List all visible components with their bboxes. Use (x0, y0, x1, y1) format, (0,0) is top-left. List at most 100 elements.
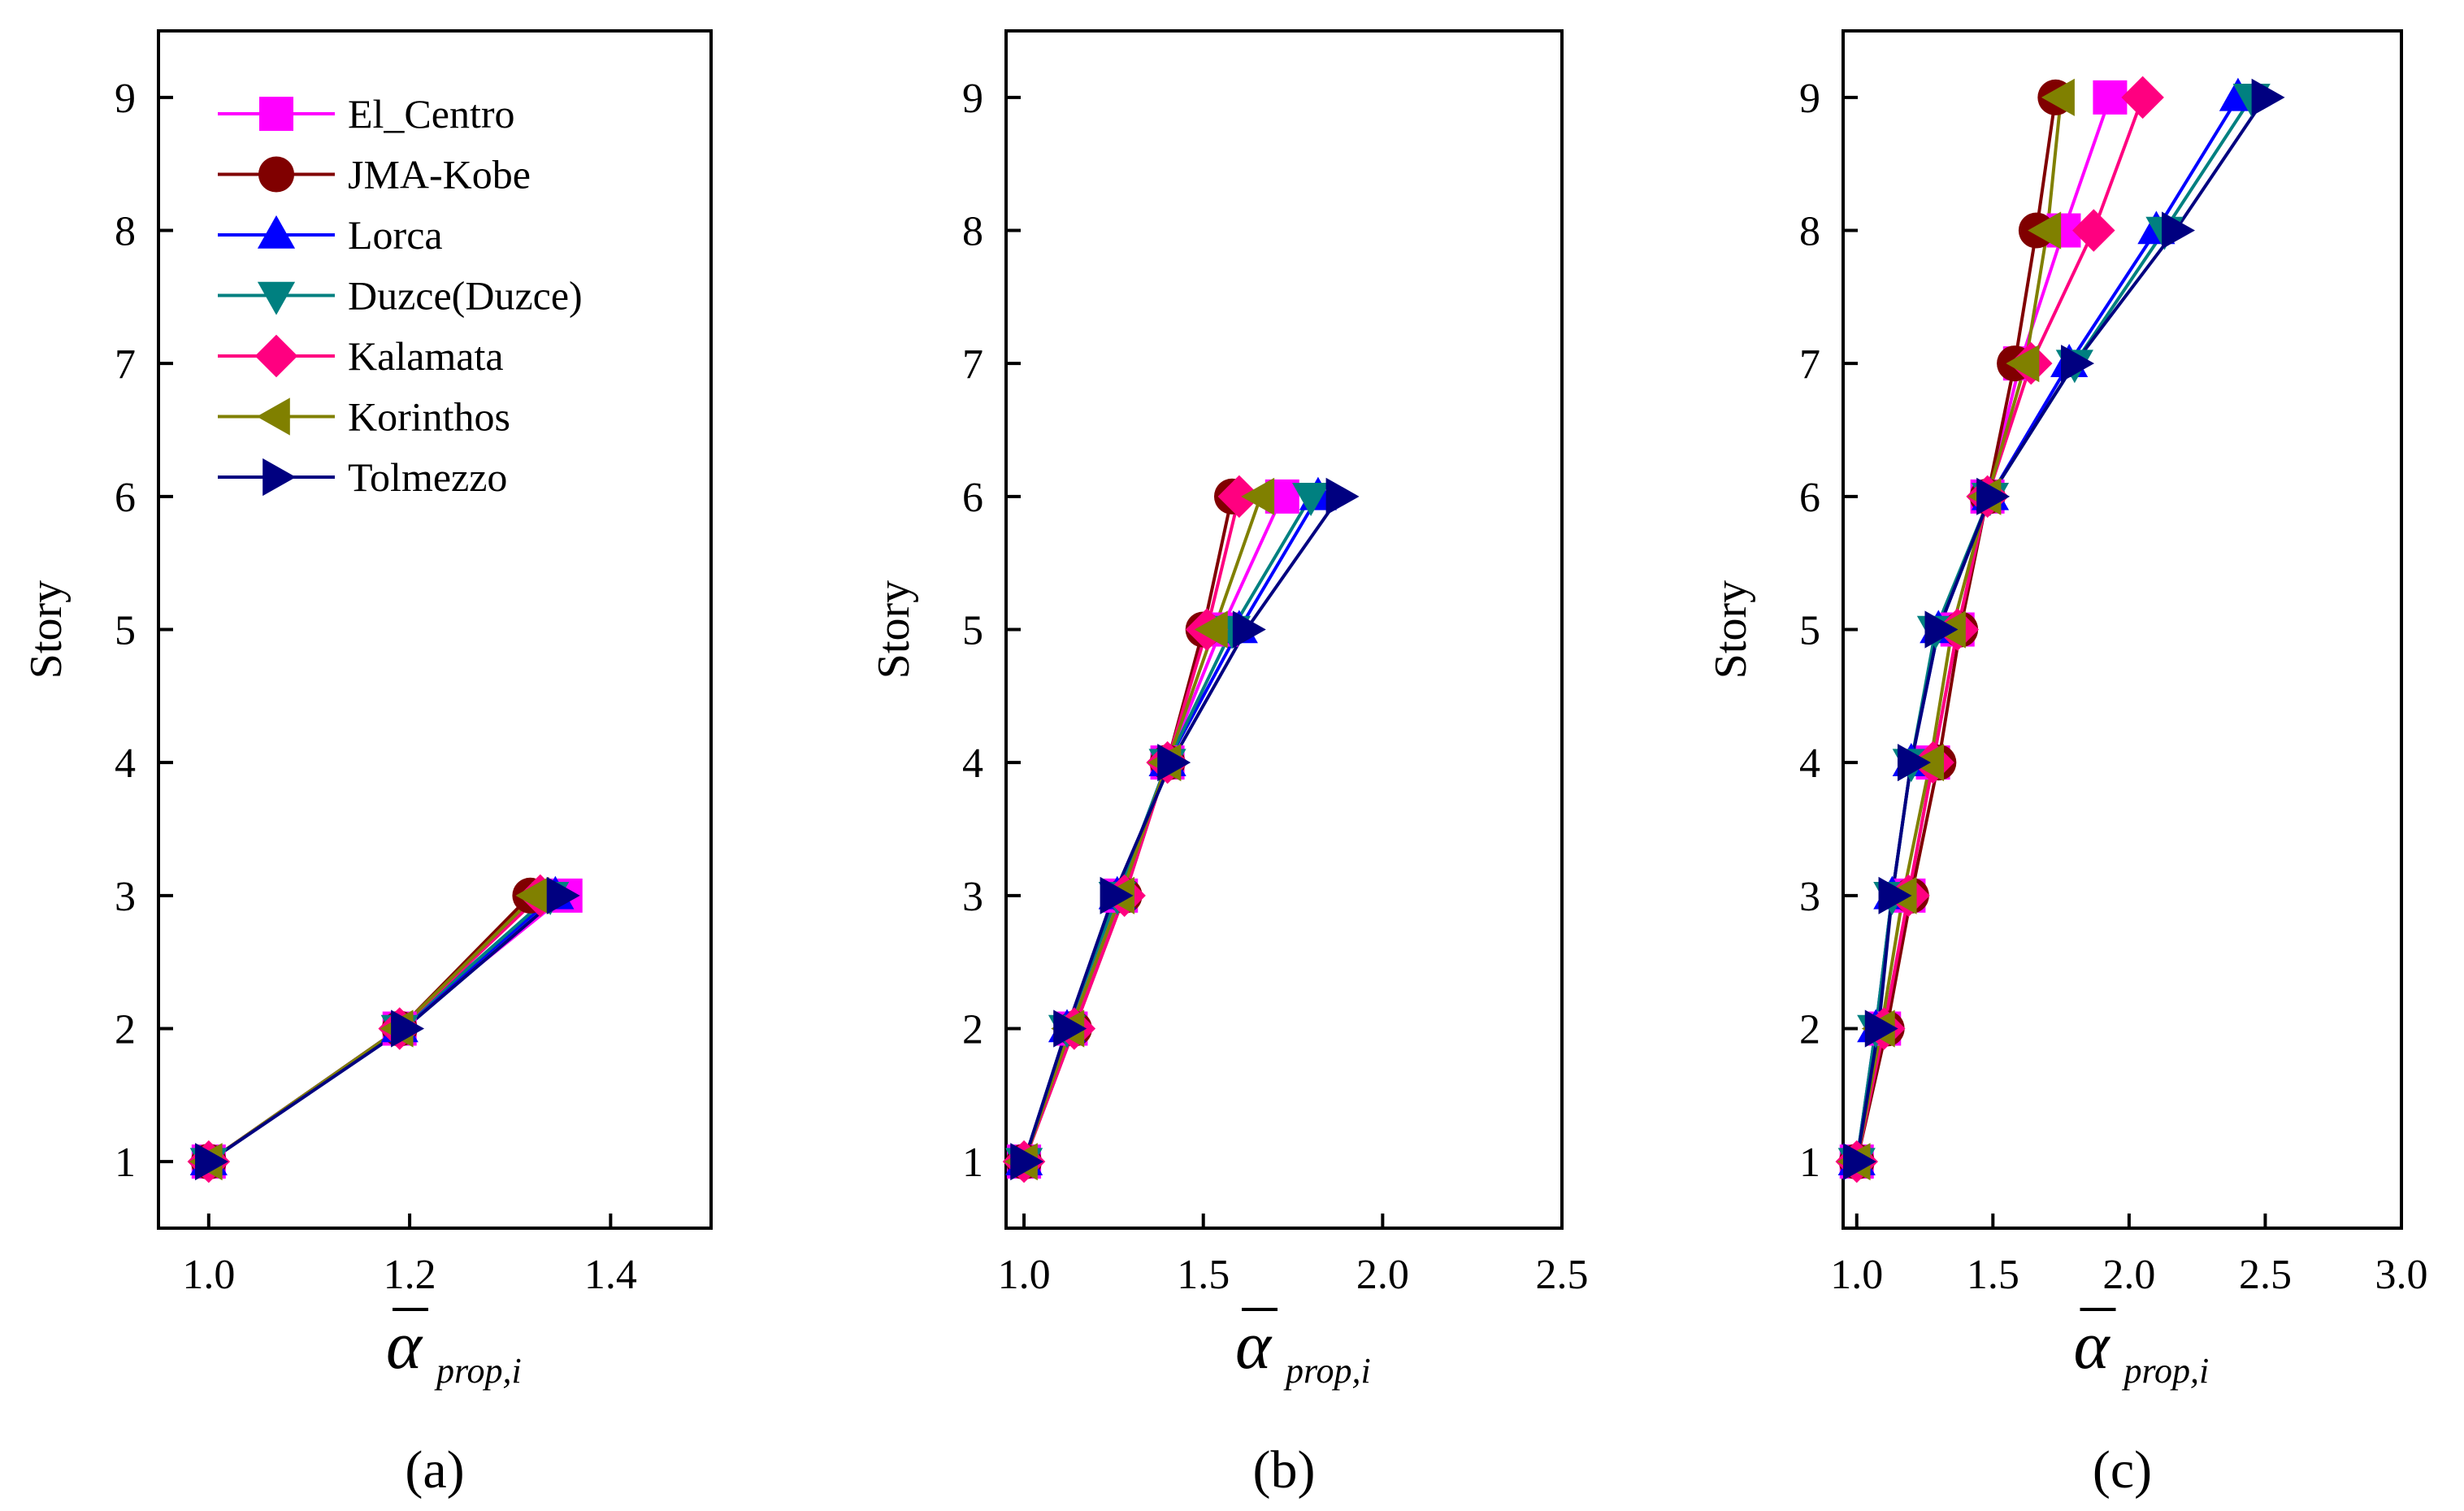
x-tick-label: 1.0 (182, 1252, 235, 1298)
series-line-kalamata (1855, 97, 2145, 1162)
y-tick-label: 4 (962, 740, 983, 787)
data-point (1241, 477, 1275, 515)
y-tick-label: 3 (115, 874, 136, 920)
legend-item: Duzce(Duzce) (218, 273, 583, 319)
data-point (1924, 610, 1959, 649)
legend-label: El_Centro (348, 91, 515, 137)
y-tick-label: 7 (1799, 341, 1820, 388)
y-tick-label: 9 (962, 76, 983, 122)
y-tick-label: 4 (1799, 740, 1820, 787)
legend-label: Tolmezzo (348, 454, 507, 500)
x-label-subscript: prop,i (2122, 1351, 2210, 1391)
x-label-symbol: α (386, 1308, 423, 1383)
data-point (2006, 345, 2040, 383)
data-point (1053, 1010, 1087, 1048)
data-point (2121, 76, 2164, 119)
data-point (1878, 876, 1912, 914)
chart-panel-c: 1 2 3 4 5 6 7 8 9 1.0 1.5 2.0 2.5 3.0 Story α prop,i (c) (1706, 29, 2428, 1500)
y-tick-label: 6 (1799, 475, 1820, 521)
x-tick-label: 1.2 (384, 1252, 436, 1298)
series-line-tolmezzo (1855, 96, 2267, 1162)
y-tick-label: 7 (115, 341, 136, 388)
panel-caption: (c) (2093, 1440, 2152, 1500)
y-tick-label: 2 (1799, 1007, 1820, 1053)
data-point (1897, 744, 1931, 782)
y-tick-label: 6 (962, 475, 983, 521)
x-axis-label: α prop,i (1235, 1308, 1371, 1391)
legend-marker (258, 156, 295, 193)
y-tick-label: 1 (962, 1140, 983, 1186)
legend: El_Centro JMA-Kobe Lorca Duzce(Duzce) Kalama… (218, 91, 583, 500)
data-point (1100, 876, 1134, 914)
y-tick-label: 7 (962, 341, 983, 388)
data-point (1976, 477, 2011, 515)
x-axis-label: α prop,i (2074, 1308, 2210, 1391)
legend-item: El_Centro (218, 91, 515, 137)
y-tick-label: 1 (1799, 1140, 1820, 1186)
y-axis-label: Story (869, 580, 919, 679)
data-point (2093, 80, 2128, 115)
x-tick-label: 2.5 (1536, 1252, 1589, 1298)
data-point (1157, 744, 1191, 782)
data-point (2041, 78, 2075, 116)
chart-panel-b: 1 2 3 4 5 6 7 8 9 1.0 1.5 2.0 2.5 Story α prop,i (b) (869, 29, 1589, 1500)
data-point (2162, 211, 2195, 250)
y-tick-label: 4 (115, 740, 136, 787)
series-line-el-centro (1855, 97, 2112, 1162)
x-label-symbol: α (2074, 1308, 2111, 1383)
plot-frame (1004, 29, 1564, 1230)
legend-marker (262, 458, 297, 497)
legend-marker (257, 215, 296, 249)
x-tick-label: 1.4 (584, 1252, 637, 1298)
plot-frame (157, 29, 713, 1230)
x-tick-label: 2.5 (2239, 1252, 2292, 1298)
legend-label: Korinthos (348, 394, 510, 440)
data-point (546, 876, 580, 914)
legend-item: Lorca (218, 212, 443, 258)
legend-item: Kalamata (218, 333, 504, 379)
y-tick-label: 6 (115, 475, 136, 521)
series-line-korinthos (207, 894, 537, 1163)
series-line-korinthos (1022, 496, 1263, 1162)
data-point (515, 876, 549, 914)
data-point (1194, 610, 1228, 649)
y-axis-label: Story (1706, 580, 1756, 679)
x-label-subscript: prop,i (434, 1351, 522, 1391)
y-tick-label: 5 (1799, 608, 1820, 654)
data-point (2251, 78, 2285, 116)
data-point (1864, 1010, 1898, 1048)
x-tick-label: 2.0 (1356, 1252, 1409, 1298)
data-point (195, 1143, 228, 1181)
y-tick-label: 3 (1799, 874, 1820, 920)
legend-marker (254, 334, 298, 378)
data-point (1291, 483, 1330, 516)
y-tick-label: 8 (962, 209, 983, 255)
panel-caption: (b) (1253, 1440, 1316, 1500)
data-point (2028, 211, 2062, 250)
legend-marker (259, 97, 293, 131)
y-tick-label: 8 (1799, 209, 1820, 255)
y-tick-label: 2 (962, 1007, 983, 1053)
y-tick-label: 5 (115, 608, 136, 654)
x-tick-label: 1.0 (998, 1252, 1051, 1298)
legend-label: Duzce(Duzce) (348, 273, 583, 319)
y-tick-label: 9 (115, 76, 136, 122)
x-tick-label: 1.5 (1177, 1252, 1230, 1298)
data-point (1217, 475, 1261, 519)
x-tick-label: 1.5 (1967, 1252, 2019, 1298)
series-line-lorca (1022, 495, 1320, 1162)
y-tick-label: 9 (1799, 76, 1820, 122)
y-axis-label: Story (21, 580, 72, 679)
y-tick-label: 1 (115, 1140, 136, 1186)
x-label-symbol: α (1235, 1308, 1273, 1383)
series-line-tolmezzo (1022, 495, 1342, 1162)
data-point (391, 1010, 425, 1048)
legend-marker (256, 397, 290, 436)
x-tick-label: 3.0 (2375, 1252, 2428, 1298)
data-point (1232, 610, 1266, 649)
data-point (2072, 209, 2115, 252)
data-point (1842, 1143, 1876, 1181)
panel-caption: (a) (405, 1440, 464, 1500)
legend-item: JMA-Kobe (218, 152, 531, 198)
legend-label: Lorca (348, 212, 443, 258)
